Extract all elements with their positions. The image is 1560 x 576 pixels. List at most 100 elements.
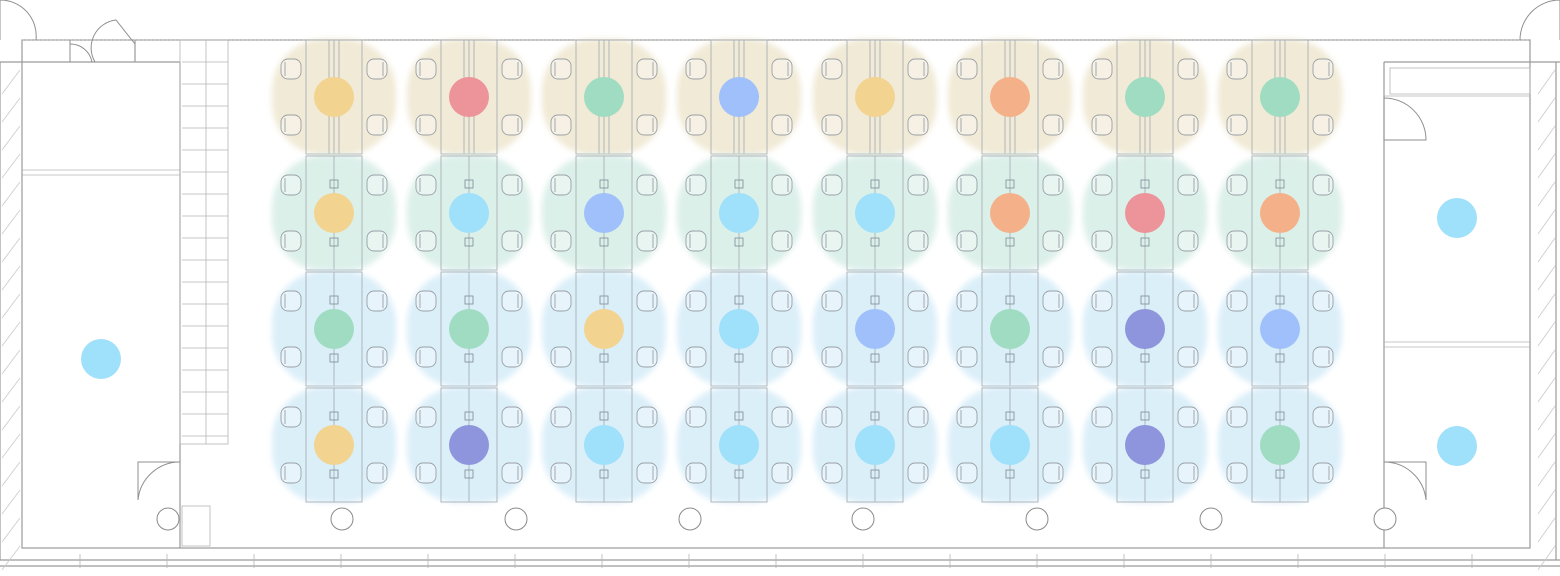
chair <box>1042 174 1064 196</box>
chair <box>415 462 437 484</box>
occupancy-dot[interactable] <box>584 425 624 465</box>
chair <box>1042 114 1064 136</box>
occupancy-dot[interactable] <box>719 425 759 465</box>
chair <box>280 462 302 484</box>
chair <box>280 114 302 136</box>
chair <box>1312 58 1334 80</box>
occupancy-dot[interactable] <box>1125 77 1165 117</box>
chair <box>1312 290 1334 312</box>
chair <box>1226 58 1248 80</box>
chair <box>366 114 388 136</box>
monitor-icon <box>464 295 474 305</box>
hatch-line <box>1537 97 1556 123</box>
chair <box>366 462 388 484</box>
room-occupancy-dot[interactable] <box>1437 426 1477 466</box>
monitor-icon <box>599 353 609 363</box>
monitor-icon <box>1275 179 1285 189</box>
chair <box>771 406 793 428</box>
occupancy-dot[interactable] <box>855 309 895 349</box>
occupancy-dot[interactable] <box>990 309 1030 349</box>
chair <box>415 346 437 368</box>
chair <box>366 230 388 252</box>
occupancy-dot[interactable] <box>449 425 489 465</box>
hatch-line <box>1537 545 1556 571</box>
chair <box>1312 406 1334 428</box>
exterior-hatching <box>1 69 1556 571</box>
occupancy-dot[interactable] <box>449 77 489 117</box>
occupancy-dot[interactable] <box>855 193 895 233</box>
occupancy-dot[interactable] <box>1260 425 1300 465</box>
occupancy-dot[interactable] <box>855 425 895 465</box>
chair <box>550 290 572 312</box>
occupancy-dot[interactable] <box>990 77 1030 117</box>
hatch-line <box>1537 153 1556 179</box>
monitor-icon <box>734 411 744 421</box>
monitor-icon <box>1140 469 1150 479</box>
monitor-icon <box>734 179 744 189</box>
workstation-cluster <box>1083 271 1207 387</box>
monitor-icon <box>870 353 880 363</box>
door-left-office-bottom <box>137 461 181 501</box>
chair <box>550 406 572 428</box>
monitor-icon <box>599 411 609 421</box>
occupancy-dot[interactable] <box>719 193 759 233</box>
occupancy-dot[interactable] <box>314 77 354 117</box>
workstation-cluster <box>677 387 801 503</box>
workstation-cluster <box>948 39 1072 155</box>
occupancy-dot[interactable] <box>1260 309 1300 349</box>
chair <box>907 462 929 484</box>
hatch-line <box>1537 377 1556 403</box>
workstation-cluster <box>407 387 531 503</box>
occupancy-dot[interactable] <box>584 309 624 349</box>
occupancy-dot[interactable] <box>314 425 354 465</box>
occupancy-dot[interactable] <box>719 77 759 117</box>
room-occupancy-dot[interactable] <box>1437 198 1477 238</box>
occupancy-dot[interactable] <box>990 425 1030 465</box>
occupancy-dot[interactable] <box>314 309 354 349</box>
occupancy-dot[interactable] <box>1260 193 1300 233</box>
occupancy-dot[interactable] <box>584 193 624 233</box>
occupancy-dot[interactable] <box>719 309 759 349</box>
workstation-cluster <box>948 387 1072 503</box>
occupancy-dot[interactable] <box>1125 193 1165 233</box>
chair <box>956 58 978 80</box>
occupancy-dot[interactable] <box>1125 425 1165 465</box>
occupancy-dot[interactable] <box>584 77 624 117</box>
hatch-line <box>1 461 21 487</box>
monitor-icon <box>1140 295 1150 305</box>
chair <box>1177 290 1199 312</box>
room-occupancy-dot[interactable] <box>81 339 121 379</box>
chair <box>1091 58 1113 80</box>
monitor-icon <box>1140 237 1150 247</box>
occupancy-dot[interactable] <box>1125 309 1165 349</box>
chair <box>1091 290 1113 312</box>
chair <box>1226 406 1248 428</box>
chair <box>1226 230 1248 252</box>
monitor-icon <box>734 295 744 305</box>
monitor-icon <box>329 469 339 479</box>
door-right-office-bottom <box>1383 461 1427 501</box>
chair <box>415 58 437 80</box>
occupancy-dot[interactable] <box>1260 77 1300 117</box>
chair <box>501 290 523 312</box>
monitor-icon <box>464 353 474 363</box>
workstation-cluster <box>1083 387 1207 503</box>
chair <box>1226 290 1248 312</box>
monitor-icon <box>464 469 474 479</box>
chair <box>501 58 523 80</box>
chair <box>771 462 793 484</box>
occupancy-dot[interactable] <box>990 193 1030 233</box>
occupancy-dot[interactable] <box>449 193 489 233</box>
occupancy-dot[interactable] <box>449 309 489 349</box>
hatch-line <box>1537 181 1556 207</box>
occupancy-dot[interactable] <box>855 77 895 117</box>
chair <box>1226 174 1248 196</box>
chair <box>1042 462 1064 484</box>
chair <box>280 346 302 368</box>
occupancy-dot[interactable] <box>314 193 354 233</box>
chair <box>1177 114 1199 136</box>
monitor-icon <box>1140 179 1150 189</box>
monitor-icon <box>464 411 474 421</box>
workstation-cluster <box>677 155 801 271</box>
